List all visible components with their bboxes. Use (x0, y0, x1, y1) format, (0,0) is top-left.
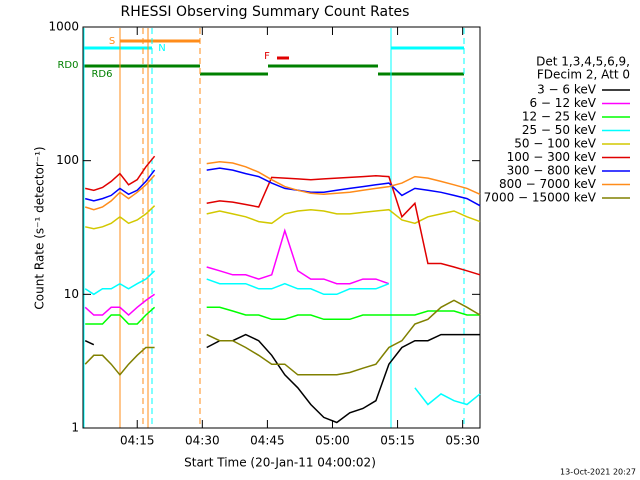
x-tick-label: 05:30 (445, 434, 480, 448)
y-axis-label: Count Rate (s⁻¹ detector⁻¹) (33, 146, 47, 309)
series-line (85, 167, 481, 207)
series-line (85, 155, 481, 276)
timestamp: 13-Oct-2021 20:27 (560, 468, 636, 477)
annotation: S (109, 36, 115, 47)
series-line (84, 333, 480, 424)
series-line (84, 270, 481, 406)
x-tick-label: 04:30 (185, 434, 220, 448)
series-line (85, 205, 481, 230)
legend-label: 3 − 6 keV (537, 83, 597, 97)
annotations: S N F RD0 RD6 (57, 28, 465, 428)
x-tick-label: 05:15 (380, 434, 415, 448)
legend-label: 300 − 800 keV (507, 164, 597, 178)
x-tick-label: 04:15 (120, 434, 155, 448)
x-axis-label: Start Time (20-Jan-11 04:00:02) (184, 456, 376, 470)
y-tick-label: 1000 (48, 20, 79, 34)
chart-title: RHESSI Observing Summary Count Rates (121, 4, 410, 20)
series-line (84, 299, 481, 376)
x-tick-label: 05:00 (315, 434, 350, 448)
y-tick-label: 1 (71, 421, 79, 435)
legend-title: FDecim 2, Att 0 (537, 68, 630, 82)
annotation: F (264, 51, 270, 62)
series-line (84, 161, 481, 211)
x-tick-label: 04:45 (250, 434, 285, 448)
plot-frame (82, 26, 481, 429)
annotation: RD0 (57, 60, 78, 71)
legend-label: 50 − 100 keV (514, 137, 597, 151)
annotation: RD6 (91, 69, 112, 80)
legend-title: Det 1,3,4,5,6,9, (536, 55, 630, 69)
y-tick-label: 100 (56, 153, 79, 167)
y-tick-label: 10 (64, 287, 79, 301)
legend-label: 7000 − 15000 keV (484, 191, 597, 205)
annotation: N (158, 43, 165, 54)
legend-label: 6 − 12 keV (529, 96, 596, 110)
legend-label: 800 − 7000 keV (499, 177, 597, 191)
series-line (84, 228, 390, 317)
legend-label: 100 − 300 keV (507, 150, 597, 164)
legend-label: 25 − 50 keV (522, 123, 597, 137)
legend-label: 12 − 25 keV (522, 110, 597, 124)
series-line (85, 306, 480, 325)
